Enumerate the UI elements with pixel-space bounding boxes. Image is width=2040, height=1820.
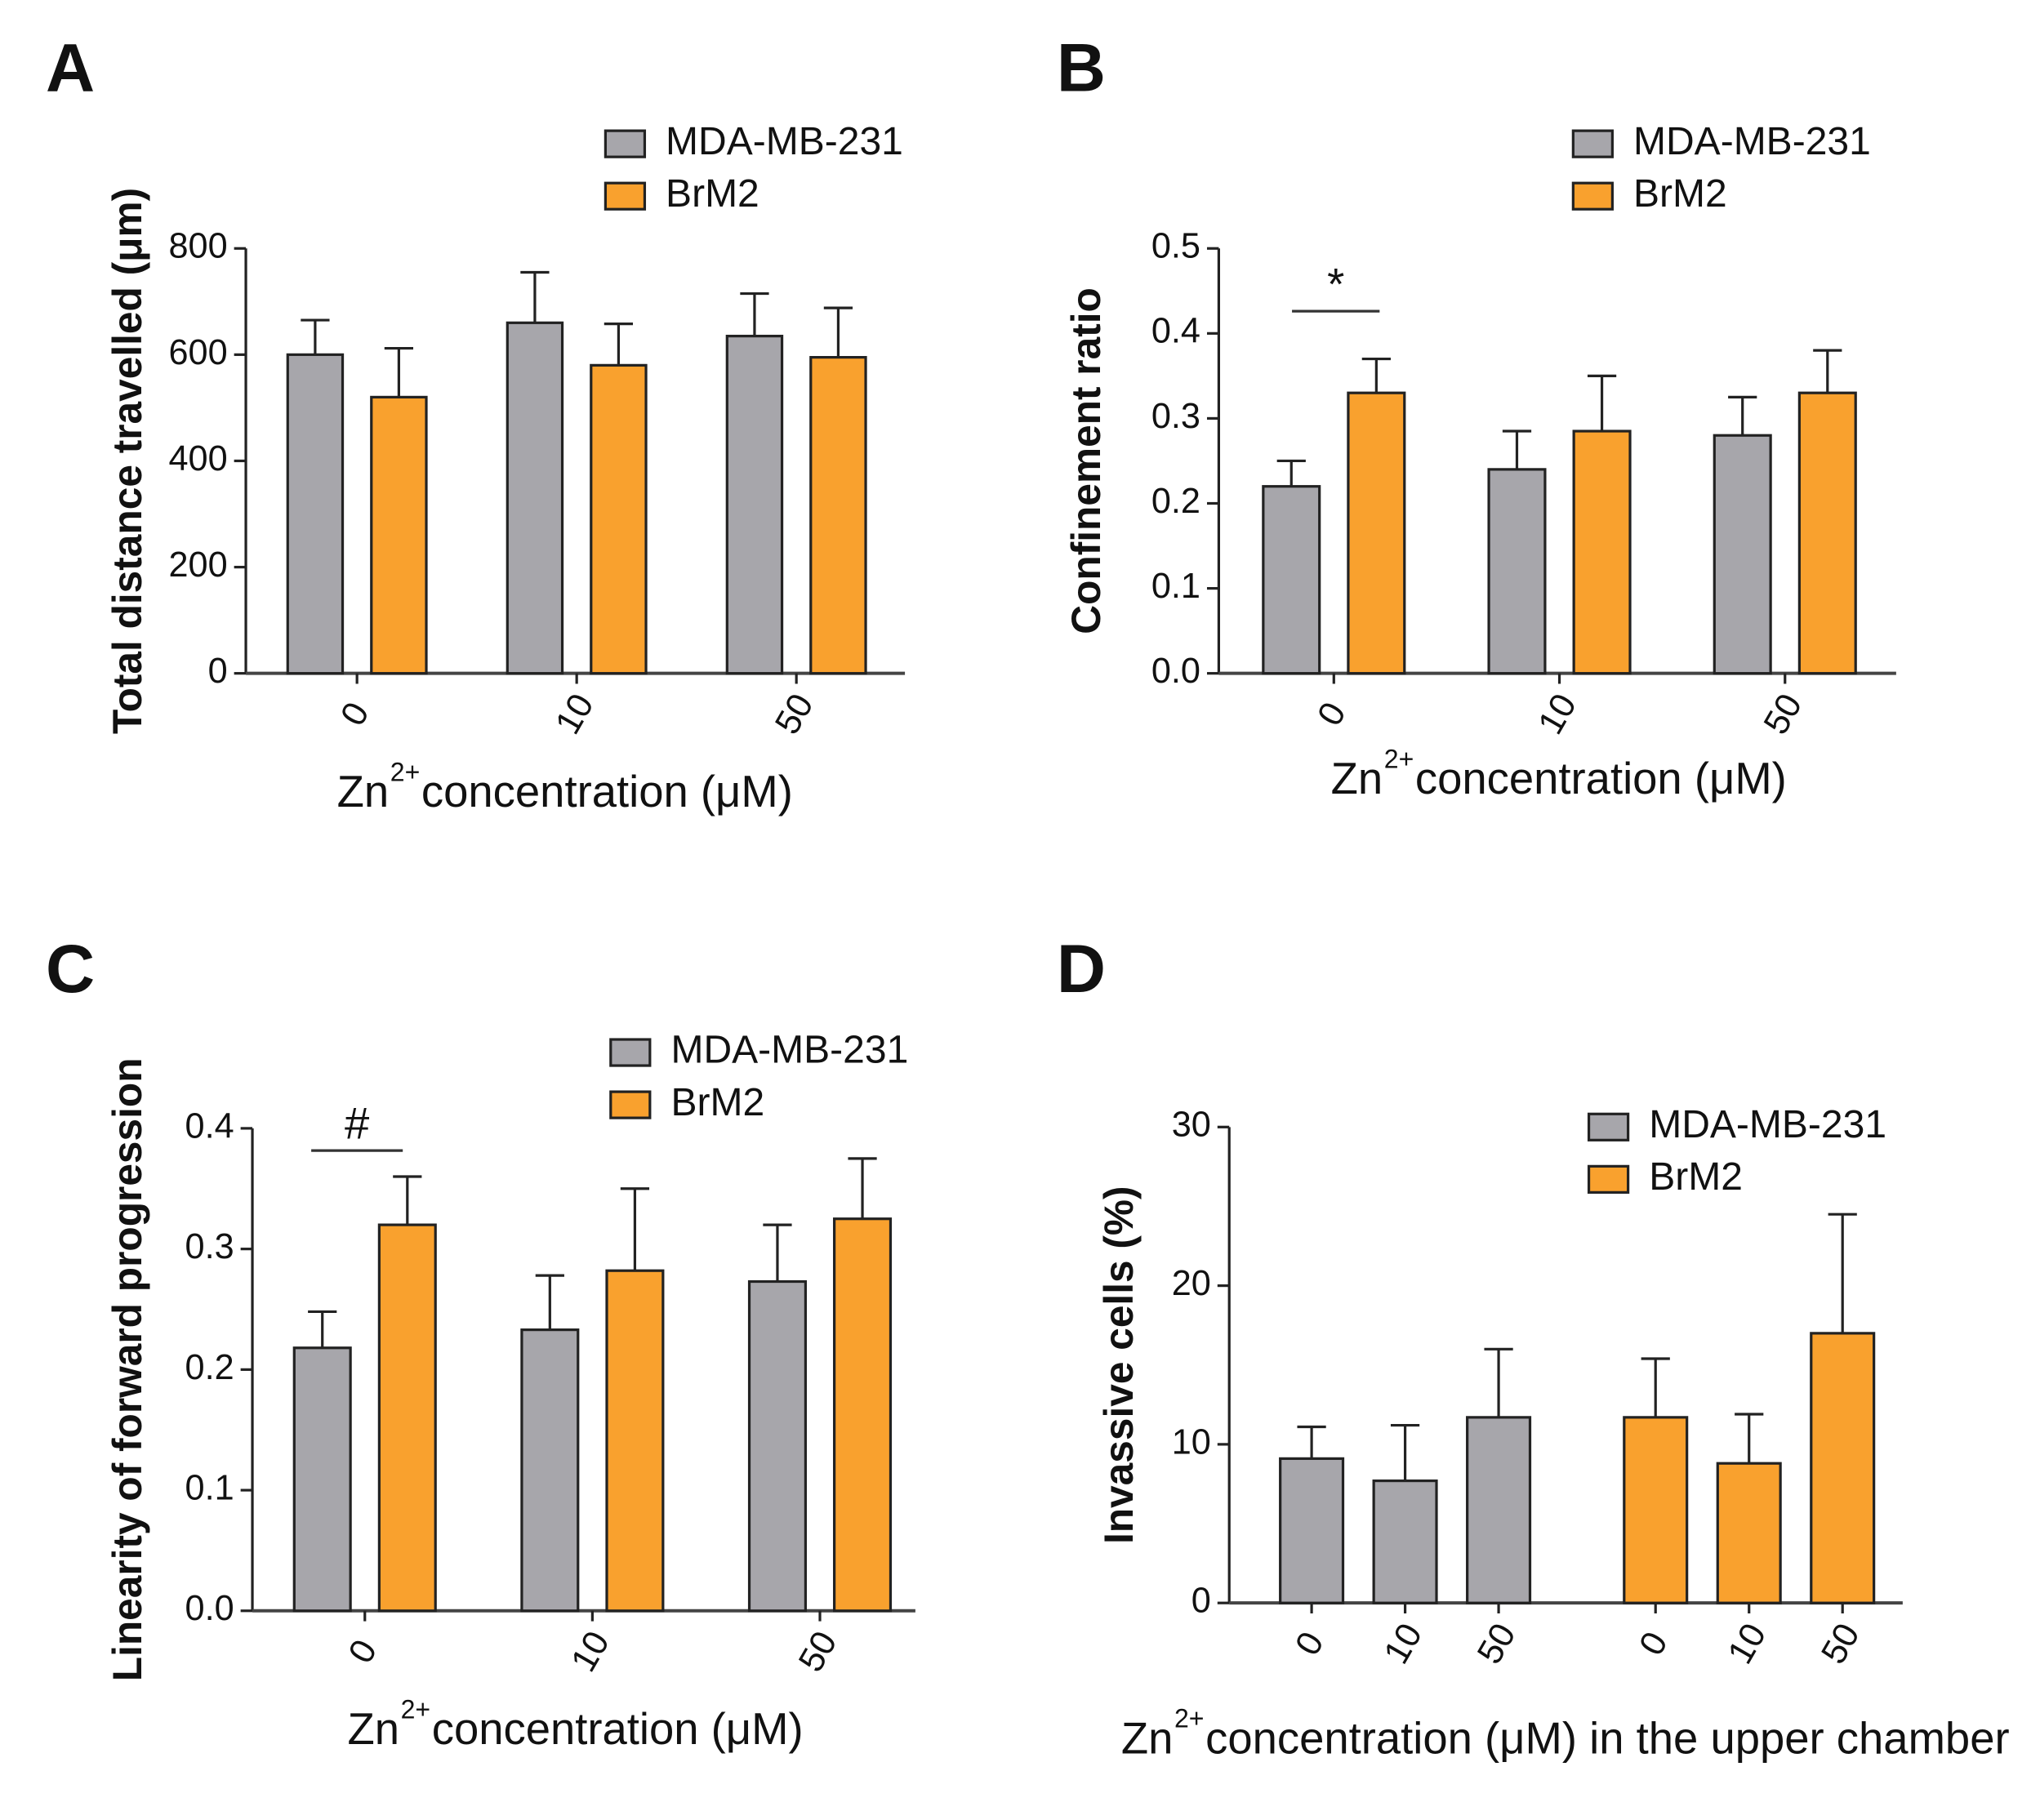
y-tick-label: 400 (169, 439, 228, 478)
bar (1623, 1416, 1689, 1604)
x-tick-label: 10 (563, 1625, 617, 1679)
y-tick-label: 600 (169, 333, 228, 372)
x-tick-label: 50 (768, 688, 822, 741)
x-axis-label: concentration (μM) (432, 1704, 804, 1754)
bar (1466, 1416, 1532, 1604)
x-axis-label: concentration (μM) (1415, 754, 1787, 803)
legend-swatch (1587, 1164, 1630, 1194)
x-tick-label: 10 (548, 688, 602, 741)
legend-label: MDA-MB-231 (1649, 1103, 1886, 1146)
y-tick-label: 0.5 (1151, 227, 1200, 266)
panel-letter: B (1057, 30, 1106, 106)
bar (833, 1217, 893, 1613)
x-tick-label: 50 (791, 1625, 845, 1679)
bar (1716, 1462, 1782, 1604)
x-axis-label: concentration (μM) (421, 767, 793, 817)
bar (1279, 1457, 1345, 1604)
y-tick-label: 0.1 (185, 1468, 234, 1507)
x-tick-label: 10 (1530, 688, 1584, 741)
bar (292, 1346, 352, 1613)
bar (590, 363, 648, 675)
y-tick-label: 800 (169, 227, 228, 266)
legend-label: BrM2 (1633, 172, 1727, 216)
y-tick-label: 0.3 (1151, 397, 1200, 436)
x-tick-label: 0 (1632, 1626, 1676, 1662)
x-axis-label: concentration (μM) in the upper chamber (1205, 1713, 2010, 1763)
y-tick-label: 10 (1172, 1422, 1211, 1462)
legend-label: MDA-MB-231 (666, 120, 903, 163)
x-tick-label: 0 (1288, 1626, 1332, 1662)
x-tick-label: 50 (1757, 688, 1811, 741)
y-axis-label: Invassive cells (%) (1096, 1186, 1142, 1544)
legend-swatch (604, 181, 647, 211)
y-tick-label: 0.2 (185, 1348, 234, 1387)
x-axis-label-sup: 2+ (1174, 1704, 1205, 1733)
legend-label: BrM2 (666, 172, 759, 216)
bar (1372, 1479, 1438, 1604)
legend-swatch (609, 1038, 652, 1067)
y-tick-label: 20 (1172, 1264, 1211, 1303)
legend-label: MDA-MB-231 (1633, 120, 1871, 163)
y-tick-label: 0.4 (1151, 312, 1200, 351)
bar (1713, 434, 1772, 675)
y-tick-label: 0.4 (185, 1106, 234, 1146)
bar (1572, 429, 1632, 675)
x-tick-label: 0 (333, 696, 377, 732)
y-tick-label: 0.1 (1151, 567, 1200, 606)
bar (605, 1269, 665, 1613)
panel-letter: C (46, 931, 95, 1007)
bar (1262, 485, 1321, 675)
bar (809, 356, 867, 675)
legend-swatch (604, 129, 647, 158)
x-tick-label: 10 (1721, 1617, 1775, 1671)
bar (1797, 391, 1857, 675)
legend-label: MDA-MB-231 (670, 1029, 908, 1072)
bar (725, 334, 784, 675)
y-tick-label: 0 (1191, 1582, 1211, 1621)
x-tick-label: 50 (1814, 1617, 1868, 1671)
x-axis-label-sup: 2+ (401, 1695, 431, 1724)
bar (377, 1223, 437, 1613)
x-tick-label: 10 (1377, 1617, 1431, 1671)
panel-letter: D (1057, 931, 1106, 1007)
y-axis-label: Confinement ratio (1063, 287, 1109, 634)
legend-swatch (1571, 181, 1614, 211)
x-axis-label: Zn (1331, 754, 1383, 803)
y-tick-label: 0 (208, 652, 228, 691)
legend-label: BrM2 (670, 1081, 764, 1124)
bar (747, 1279, 807, 1613)
y-tick-label: 200 (169, 545, 228, 585)
x-axis-label-sup: 2+ (1384, 744, 1414, 773)
x-axis-label: Zn (1121, 1713, 1174, 1763)
x-tick-label: 0 (1310, 696, 1354, 732)
y-tick-label: 0.0 (185, 1589, 234, 1628)
significance-mark: # (345, 1099, 370, 1149)
x-tick-label: 50 (1470, 1617, 1524, 1671)
y-tick-label: 0.3 (185, 1227, 234, 1266)
x-axis-label: Zn (337, 767, 390, 817)
y-axis-label: Total distance travelled (μm) (105, 188, 150, 734)
bar (370, 395, 428, 675)
bar (286, 353, 345, 675)
bar (1487, 468, 1547, 675)
legend-swatch (1571, 129, 1614, 158)
bar (1347, 391, 1406, 675)
x-axis-label-sup: 2+ (390, 757, 421, 786)
legend-swatch (609, 1090, 652, 1119)
y-tick-label: 0.2 (1151, 482, 1200, 521)
y-tick-label: 30 (1172, 1106, 1211, 1145)
x-axis-label: Zn (347, 1704, 399, 1754)
y-axis-label: Linearity of forward progression (105, 1057, 150, 1681)
bar (506, 321, 564, 675)
bar (1810, 1332, 1876, 1604)
significance-mark: * (1327, 260, 1344, 309)
bar (520, 1328, 580, 1613)
legend-swatch (1587, 1112, 1630, 1141)
panel-letter: A (46, 30, 95, 106)
y-tick-label: 0.0 (1151, 652, 1200, 691)
legend-label: BrM2 (1649, 1155, 1743, 1199)
x-tick-label: 0 (341, 1633, 385, 1670)
